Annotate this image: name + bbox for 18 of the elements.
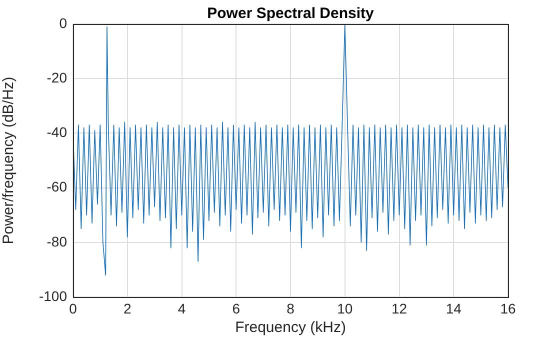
chart-title: Power Spectral Density	[207, 5, 375, 22]
y-axis-title: Power/frequency (dB/Hz)	[0, 76, 18, 244]
x-tick-label: 16	[500, 300, 516, 316]
x-tick-label: 10	[337, 300, 353, 316]
x-tick-label: 8	[286, 300, 295, 316]
x-tick-label: 6	[232, 300, 240, 316]
y-tick-label: -80	[46, 233, 68, 250]
y-tick-label: -20	[46, 69, 68, 86]
y-tick-label: -40	[46, 124, 68, 140]
y-tick-label: 0	[59, 14, 68, 31]
y-tick-label: -100	[38, 288, 68, 304]
x-tick-label: 4	[178, 300, 186, 316]
x-axis-title: Frequency (kHz)	[235, 319, 346, 336]
x-tick-label: 14	[446, 300, 462, 316]
x-tick-label: 0	[69, 300, 78, 316]
y-tick-label: -60	[46, 178, 68, 195]
x-tick-label: 2	[123, 300, 132, 316]
x-tick-label: 12	[391, 300, 408, 316]
